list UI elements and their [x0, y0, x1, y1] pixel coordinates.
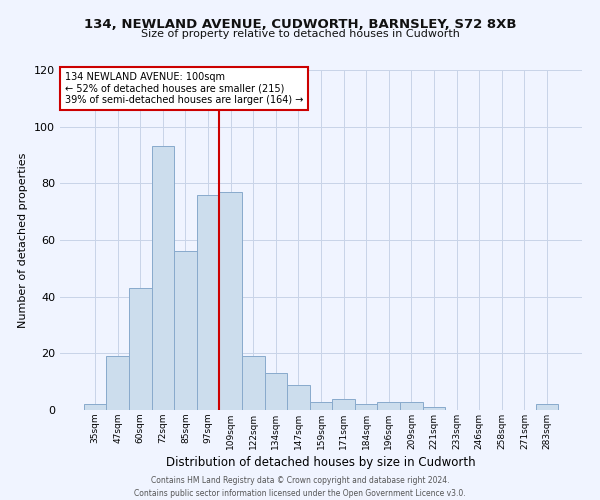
- Bar: [129, 288, 152, 410]
- Bar: [355, 404, 377, 410]
- Bar: [152, 146, 174, 410]
- Bar: [84, 404, 106, 410]
- Text: 134 NEWLAND AVENUE: 100sqm
← 52% of detached houses are smaller (215)
39% of sem: 134 NEWLAND AVENUE: 100sqm ← 52% of deta…: [65, 72, 304, 105]
- Bar: [400, 402, 422, 410]
- Text: Contains HM Land Registry data © Crown copyright and database right 2024.
Contai: Contains HM Land Registry data © Crown c…: [134, 476, 466, 498]
- Bar: [197, 194, 220, 410]
- Bar: [174, 252, 197, 410]
- Bar: [332, 398, 355, 410]
- Bar: [220, 192, 242, 410]
- Y-axis label: Number of detached properties: Number of detached properties: [19, 152, 28, 328]
- Bar: [536, 404, 558, 410]
- X-axis label: Distribution of detached houses by size in Cudworth: Distribution of detached houses by size …: [166, 456, 476, 469]
- Bar: [106, 356, 129, 410]
- Bar: [287, 384, 310, 410]
- Bar: [377, 402, 400, 410]
- Text: Size of property relative to detached houses in Cudworth: Size of property relative to detached ho…: [140, 29, 460, 39]
- Bar: [422, 407, 445, 410]
- Bar: [310, 402, 332, 410]
- Bar: [242, 356, 265, 410]
- Bar: [265, 373, 287, 410]
- Text: 134, NEWLAND AVENUE, CUDWORTH, BARNSLEY, S72 8XB: 134, NEWLAND AVENUE, CUDWORTH, BARNSLEY,…: [84, 18, 516, 30]
